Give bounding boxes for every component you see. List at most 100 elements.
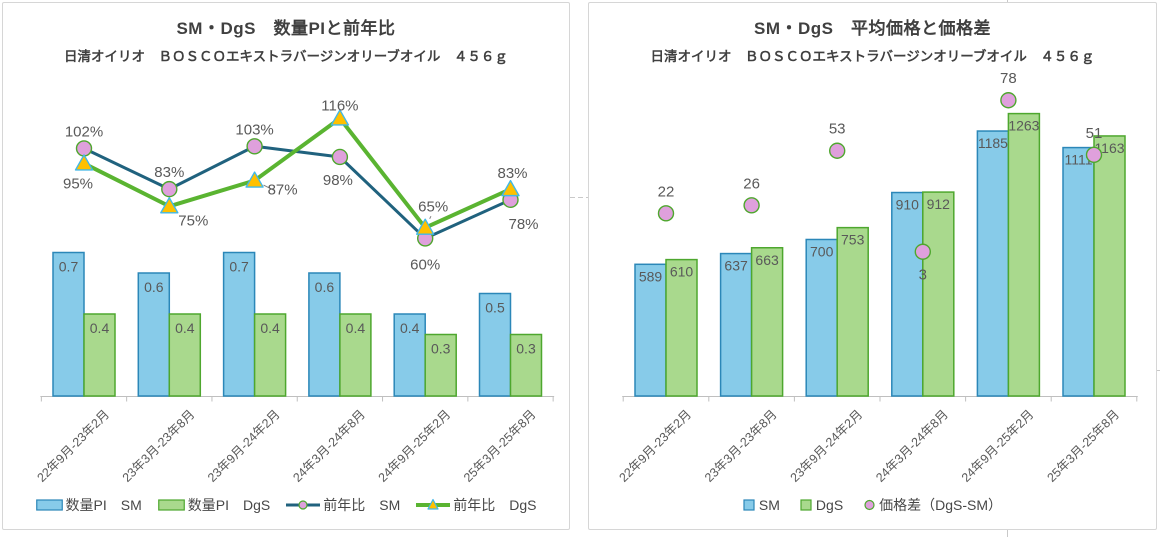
marker-triangle-dgs-6[interactable] [501,179,520,197]
bar-label-sm-6: 0.5 [485,300,505,316]
bar-label-dgs-1: 610 [670,264,694,280]
marker-triangle-dgs-4[interactable] [330,109,350,126]
price-chart-legend: SM DgS 価格差（DgS-SM） [589,495,1156,515]
bar-dgs-5[interactable] [424,333,457,397]
line-dgs[interactable] [82,116,513,230]
point-label-6: 51 [1086,125,1103,142]
legend-item-price-sm[interactable]: SM [743,497,780,513]
quantity-pi-chart[interactable]: SM・DgS 数量PIと前年比 日清オイリオ ＢＯＳＣＯエキストラバージンオリー… [2,2,570,530]
price-chart-title: SM・DgS 平均価格と価格差 [754,19,991,38]
point-label-5: 78 [1000,70,1017,87]
legend-item-qty-sm[interactable]: 数量PI SM [35,495,142,515]
legend-rect-icon [157,499,185,511]
marker-diff-3[interactable] [828,142,846,159]
bar-sm-5[interactable] [393,313,426,397]
x-axis-label-1: 22年9月-23年2月 [34,407,112,485]
legend-item-price-diff[interactable]: 価格差（DgS-SM） [863,495,1002,515]
bar-dgs-6[interactable] [509,333,543,397]
marker-diff-4[interactable] [914,243,931,260]
line-label-sm-1: 102% [65,123,103,140]
bar-sm-3[interactable] [805,238,838,397]
legend-item-price-dgs[interactable]: DgS [800,497,843,513]
point-label-2: 26 [743,175,760,192]
marker-diff-5[interactable] [1000,92,1017,109]
line-label-sm-5: 60% [410,256,440,273]
marker-circle-sm-4[interactable] [331,148,349,166]
price-chart-subtitle: 日清オイリオ ＢＯＳＣＯエキストラバージンオリーブオイル ４５６ｇ [650,49,1095,64]
marker-diff-1[interactable] [657,205,675,222]
quantity-plot-area[interactable]: 0.7 0.6 0.7 0.6 0.4 0.5 0.4 0.4 0.4 0.4 0.3 0.3 22年9… [3,3,569,529]
legend-item-yoy-sm[interactable]: 前年比 SM [286,495,400,515]
point-label-4: 3 [919,267,927,284]
marker-triangle-dgs-5[interactable] [416,218,435,235]
bar-label-sm-2: 0.6 [144,279,164,295]
bar-dgs-2[interactable] [168,313,202,397]
quantity-chart-subtitle: 日清オイリオ ＢＯＳＣＯエキストラバージンオリーブオイル ４５６ｇ [64,49,508,64]
legend-square-icon [800,499,812,511]
bar-dgs-2[interactable] [750,247,784,397]
bar-label-sm-1: 589 [639,268,663,284]
bar-sm-3[interactable] [222,251,256,397]
legend-swatch-yoy-dgs [416,498,451,510]
marker-circle-sm-1[interactable] [75,140,93,157]
bar-label-dgs-3: 0.4 [260,320,280,336]
bar-label-dgs-5: 1263 [1008,118,1039,134]
bar-dgs-5[interactable] [1007,112,1041,397]
bar-sm-6[interactable] [1062,146,1095,397]
bar-dgs-3[interactable] [253,313,287,397]
marker-triangle-dgs-3[interactable] [245,171,264,188]
legend-circle-icon [864,499,875,511]
bar-sm-6[interactable] [478,292,512,397]
marker-triangle-dgs-1[interactable] [74,154,94,171]
bar-label-sm-5: 1185 [978,135,1008,151]
bar-label-dgs-2: 663 [755,252,779,268]
bar-dgs-4[interactable] [339,313,372,397]
bar-dgs-1[interactable] [665,258,698,397]
bar-sm-5[interactable] [976,130,1010,397]
line-label-sm-3: 103% [235,121,273,138]
line-label-dgs-1: 95% [63,175,93,192]
legend-swatch-price-sm [743,499,755,511]
x-axis-label-2: 23年3月-23年8月 [120,407,198,485]
line-label-dgs-4: 116% [321,97,358,114]
bar-sm-2[interactable] [719,252,753,397]
marker-triangle-dgs-2[interactable] [160,197,179,214]
bar-label-dgs-1: 0.4 [90,320,110,336]
marker-circle-sm-2[interactable] [161,180,178,198]
line-label-dgs-5: 65% [418,199,448,216]
price-plot-area[interactable]: 589 637 700 910 1185 1111 610 663 753 912 1263 1163… [589,3,1156,529]
bar-sm-4[interactable] [891,191,924,397]
point-label-1: 22 [658,183,675,200]
legend-label-price-dgs: DgS [815,497,844,513]
legend-marker-circle-icon [298,500,308,510]
legend-label-price-diff: 価格差（DgS-SM） [879,497,1003,513]
legend-swatch-yoy-sm [286,500,321,510]
x-axis-label-5: 24年9月-25年2月 [959,407,1037,485]
bar-sm-1[interactable] [52,251,85,397]
marker-diff-2[interactable] [743,197,760,214]
legend-item-qty-dgs[interactable]: 数量PI DgS [157,495,271,515]
bar-sm-4[interactable] [308,272,341,397]
bar-label-dgs-5: 0.3 [431,341,451,357]
bar-label-sm-3: 0.7 [229,259,249,275]
line-label-sm-6: 78% [508,216,538,233]
bar-dgs-4[interactable] [922,191,955,397]
legend-swatch-price-diff [864,499,875,511]
legend-item-yoy-dgs[interactable]: 前年比 DgS [416,495,536,515]
bar-dgs-3[interactable] [836,226,869,397]
marker-diff-6[interactable] [1085,146,1103,163]
bar-dgs-6[interactable] [1093,135,1126,397]
x-axis-label-4: 24年3月-24年8月 [873,407,951,485]
legend-label-qty-dgs: 数量PI DgS [187,497,271,513]
line-label-dgs-6: 83% [497,165,527,182]
marker-circle-sm-3[interactable] [246,138,263,155]
point-label-3: 53 [829,121,846,138]
bar-dgs-1[interactable] [83,313,116,397]
price-chart[interactable]: SM・DgS 平均価格と価格差 日清オイリオ ＢＯＳＣＯエキストラバージンオリー… [588,2,1157,530]
x-axis-label-2: 23年3月-23年8月 [702,407,780,485]
label-leader-dgs-3 [263,184,275,192]
line-label-dgs-2: 75% [178,212,208,229]
legend-rect-icon [35,499,63,511]
bar-label-dgs-6: 0.3 [516,341,536,357]
x-axis-label-6: 25年3月-25年8月 [1044,407,1122,485]
